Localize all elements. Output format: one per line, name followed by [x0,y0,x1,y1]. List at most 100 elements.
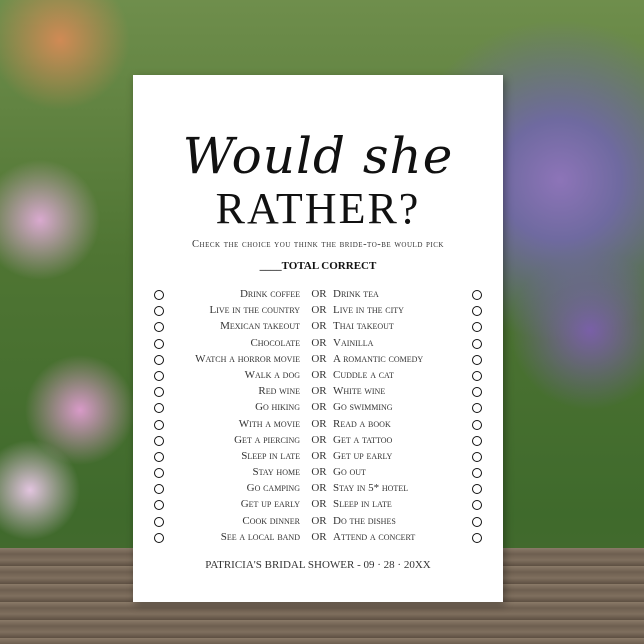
left-choice-circle[interactable] [154,306,164,317]
choice-row: Watch a horror movie OR A romantic comed… [133,352,503,368]
or-separator: OR [311,530,327,543]
left-choice-circle[interactable] [154,516,164,527]
or-separator: OR [311,498,327,511]
right-choice-circle[interactable] [472,484,482,495]
right-choice-circle[interactable] [472,370,482,381]
right-choice-circle[interactable] [472,435,482,446]
choice-row: Red wine OR White wine [133,384,503,400]
choice-row: Get a piercing OR Get a tattoo [133,433,503,449]
left-option: Sleep in late [241,449,300,462]
right-option: Read a book [333,417,391,430]
or-separator: OR [311,385,327,398]
or-separator: OR [311,352,327,365]
choice-row: Sleep in late OR Get up early [133,449,503,465]
right-option: A romantic comedy [333,352,424,365]
or-separator: OR [311,433,327,446]
left-option: Chocolate [250,336,300,349]
right-choice-circle[interactable] [472,354,482,365]
left-choice-circle[interactable] [154,484,164,495]
right-option: Do the dishes [333,514,396,527]
right-option: Get up early [333,449,393,462]
left-option: Go camping [246,482,300,495]
choice-row: Cook dinner OR Do the dishes [133,514,503,530]
choice-row: Mexican takeout OR Thai takeout [133,319,503,335]
left-choice-circle[interactable] [154,451,164,462]
right-choice-circle[interactable] [472,338,482,349]
choice-row: Stay home OR Go out [133,465,503,481]
or-separator: OR [311,401,327,414]
left-option: Watch a horror movie [195,352,300,365]
game-card: Would she RATHER? Check the choice you t… [133,75,503,602]
left-choice-circle[interactable] [154,468,164,479]
title-main: RATHER? [215,184,421,233]
right-choice-circle[interactable] [472,451,482,462]
left-option: Go hiking [255,401,300,414]
right-option: Sleep in late [333,498,392,511]
right-choice-circle[interactable] [472,468,482,479]
left-choice-circle[interactable] [154,403,164,414]
left-choice-circle[interactable] [154,354,164,365]
right-choice-circle[interactable] [472,532,482,543]
right-choice-circle[interactable] [472,322,482,333]
right-option: Go out [333,466,366,479]
or-separator: OR [311,368,327,381]
or-separator: OR [311,514,327,527]
right-option: Attend a concert [333,530,416,543]
left-choice-circle[interactable] [154,387,164,398]
right-option: White wine [333,385,386,398]
left-choice-circle[interactable] [154,500,164,511]
left-option: Mexican takeout [220,320,300,333]
right-choice-circle[interactable] [472,290,482,300]
left-choice-circle[interactable] [154,532,164,543]
right-option: Go swimming [333,401,393,414]
right-option: Cuddle a cat [333,368,394,381]
left-choice-circle[interactable] [154,290,164,300]
left-option: Walk a dog [244,368,300,381]
left-option: Live in the country [209,304,300,317]
right-option: Stay in 5* hotel [333,482,409,495]
right-choice-circle[interactable] [472,403,482,414]
choice-row: Get up early OR Sleep in late [133,497,503,513]
choice-row: Go hiking OR Go swimming [133,400,503,416]
left-option: Get up early [240,498,300,511]
or-separator: OR [311,288,327,300]
right-option: Live in the city [333,304,404,317]
or-separator: OR [311,466,327,479]
left-option: Drink coffee [239,288,300,300]
choice-row: Drink coffee OR Drink tea [133,287,503,303]
left-option: See a local band [220,530,300,543]
right-choice-circle[interactable] [472,387,482,398]
left-choice-circle[interactable] [154,338,164,349]
choice-row: Chocolate OR Vainilla [133,336,503,352]
left-choice-circle[interactable] [154,435,164,446]
or-separator: OR [311,449,327,462]
or-separator: OR [311,304,327,317]
or-separator: OR [311,417,327,430]
choice-row: Go camping OR Stay in 5* hotel [133,481,503,497]
total-correct-label: ____TOTAL CORRECT [259,260,377,272]
choice-row: With a movie OR Read a book [133,417,503,433]
right-choice-circle[interactable] [472,516,482,527]
right-option: Drink tea [333,288,379,300]
footer-text: PATRICIA'S BRIDAL SHOWER - 09 · 28 · 20X… [205,559,431,571]
choice-row: See a local band OR Attend a concert [133,530,503,546]
left-option: Red wine [258,385,300,398]
left-option: With a movie [238,417,300,430]
left-choice-circle[interactable] [154,419,164,430]
choice-row: Live in the country OR Live in the city [133,303,503,319]
or-separator: OR [311,320,327,333]
right-choice-circle[interactable] [472,306,482,317]
left-option: Cook dinner [242,514,300,527]
left-choice-circle[interactable] [154,322,164,333]
or-separator: OR [311,482,327,495]
right-option: Thai takeout [333,320,394,333]
instruction-text: Check the choice you think the bride-to-… [192,239,444,250]
right-choice-circle[interactable] [472,419,482,430]
choice-row: Walk a dog OR Cuddle a cat [133,368,503,384]
or-separator: OR [311,336,327,349]
right-option: Get a tattoo [333,433,393,446]
left-option: Stay home [252,466,301,479]
right-option: Vainilla [333,336,374,349]
right-choice-circle[interactable] [472,500,482,511]
left-choice-circle[interactable] [154,370,164,381]
